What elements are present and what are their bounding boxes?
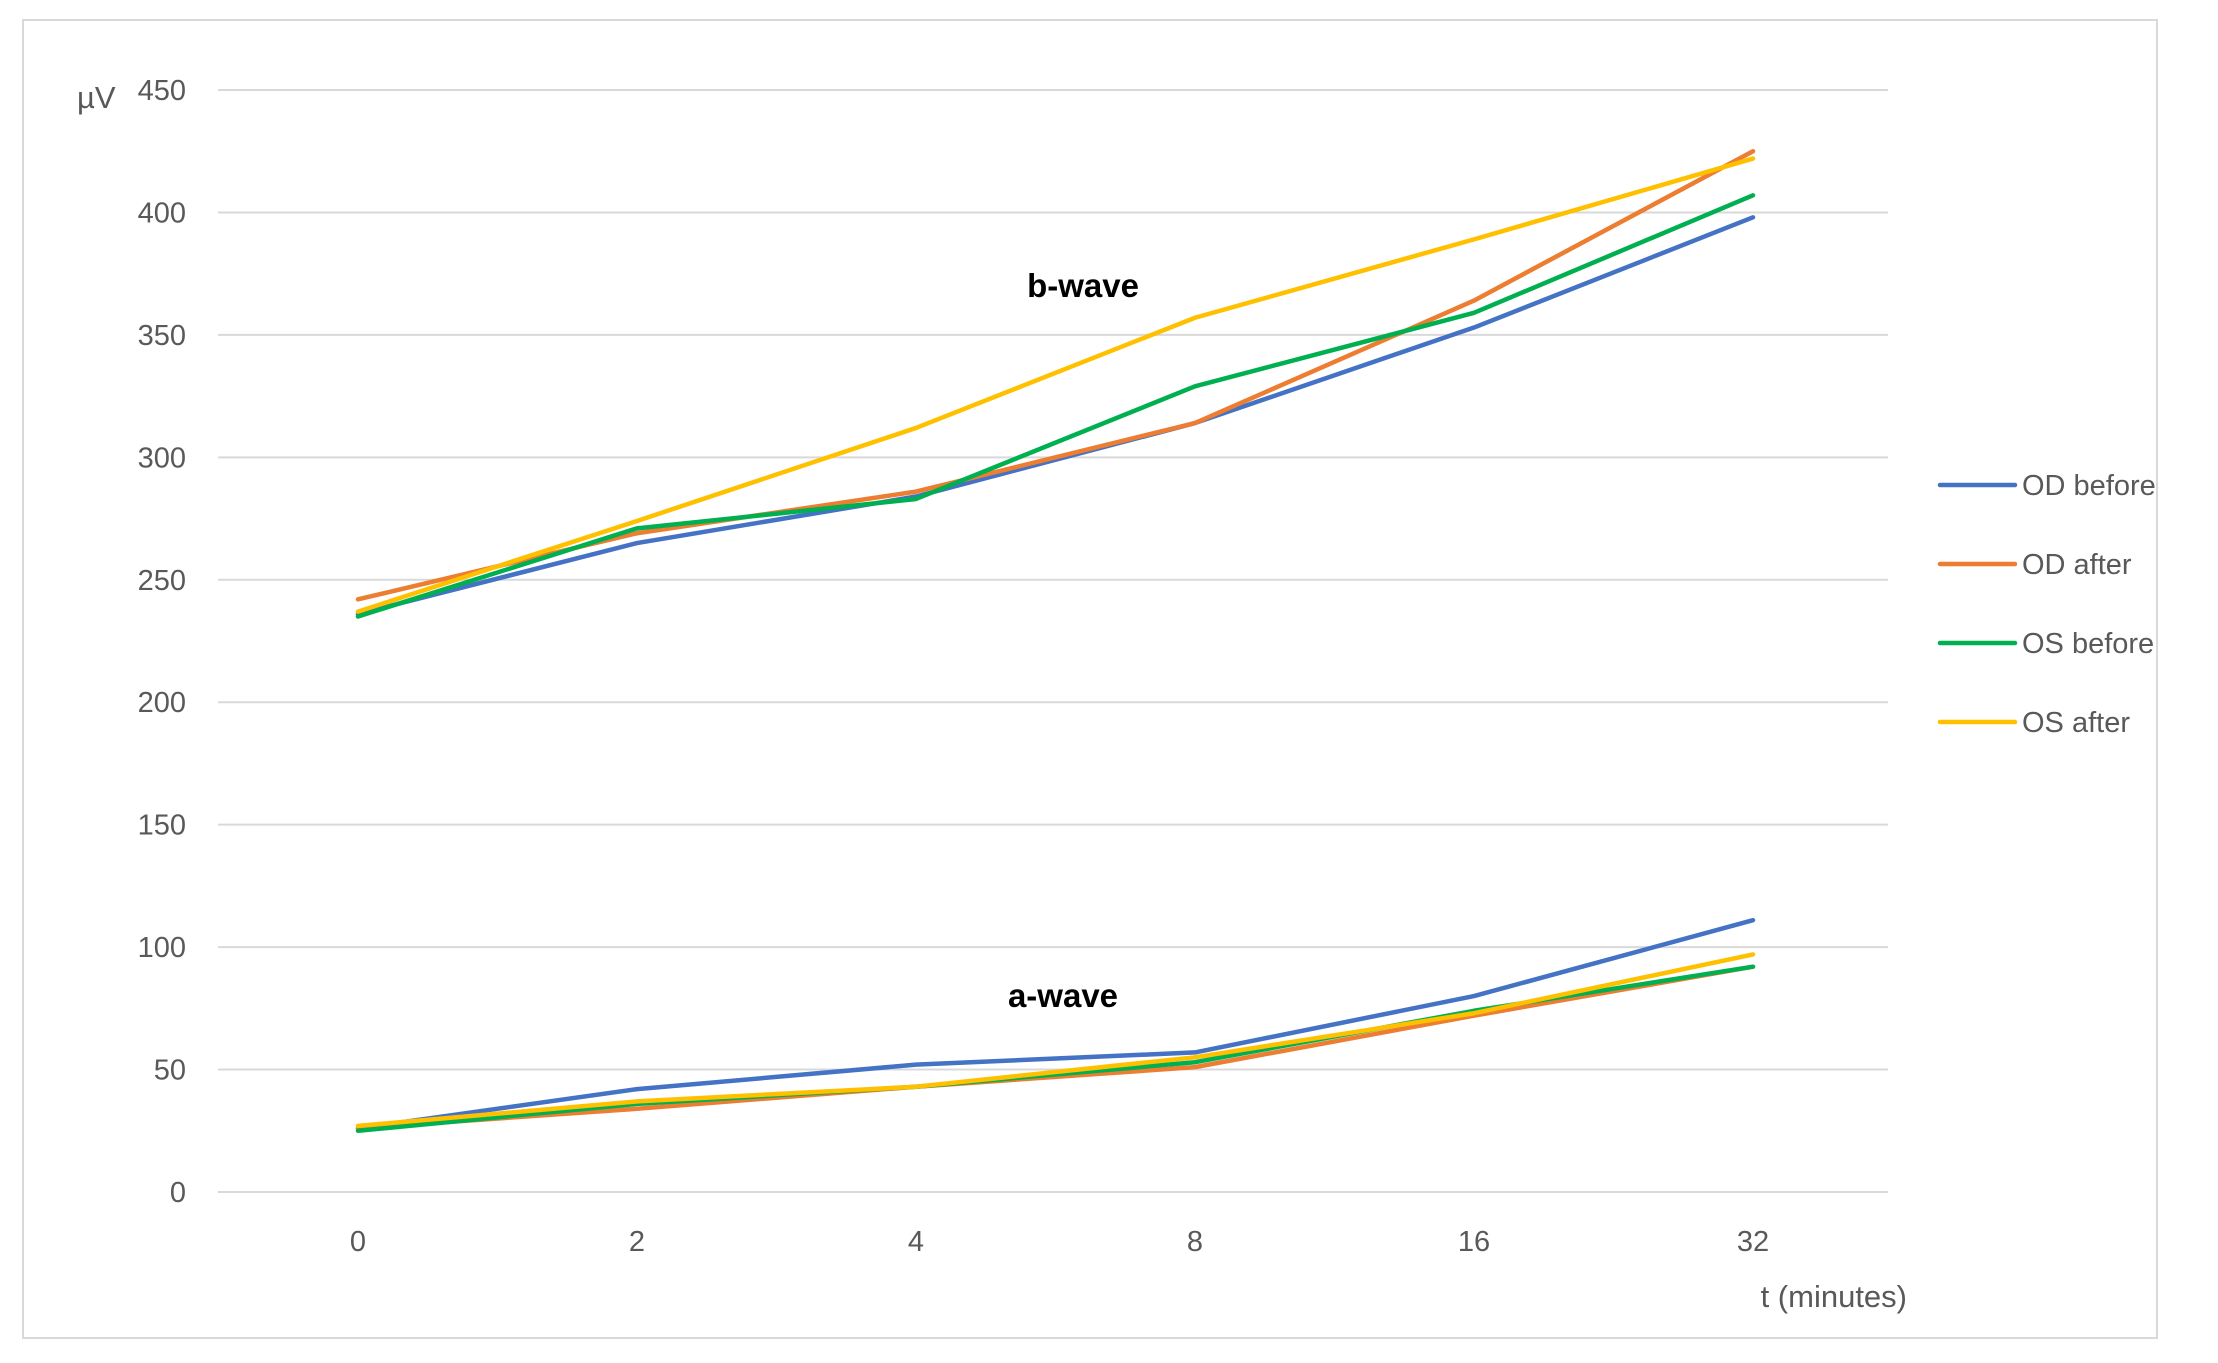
x-axis-ticks: 0 2 4 8 16 32 [350, 1226, 1769, 1258]
x-axis-label: t (minutes) [1761, 1279, 1907, 1314]
x-tick-label: 8 [1187, 1226, 1203, 1258]
y-tick-label: 250 [138, 565, 186, 597]
y-axis-ticks: 0 50 100 150 200 250 300 350 400 450 [138, 75, 186, 1209]
x-tick-label: 0 [350, 1226, 366, 1258]
x-tick-label: 2 [629, 1226, 645, 1258]
series-line-os-before-b-wave [355, 193, 1756, 619]
y-axis-label: µV [77, 80, 116, 115]
x-tick-label: 16 [1458, 1226, 1490, 1258]
y-tick-label: 150 [138, 810, 186, 842]
series-line-os-after-b-wave [355, 156, 1756, 614]
y-tick-label: 50 [154, 1055, 186, 1087]
x-tick-label: 4 [908, 1226, 924, 1258]
x-tick-label: 32 [1737, 1226, 1769, 1258]
y-tick-label: 400 [138, 197, 186, 229]
series-line-od-after-a-wave [355, 964, 1756, 1131]
series-line-od-before-b-wave [355, 215, 1756, 617]
y-tick-label: 0 [170, 1177, 186, 1209]
chart-frame [22, 19, 2158, 1339]
y-tick-label: 200 [138, 687, 186, 719]
y-tick-label: 300 [138, 442, 186, 474]
legend-label: OD before [2022, 470, 2156, 502]
y-tick-label: 450 [138, 75, 186, 107]
series-line-os-after-a-wave [355, 952, 1756, 1129]
series-lines [355, 148, 1756, 1134]
legend: OD before OD after OS before OS after [1937, 470, 2156, 739]
legend-label: OS after [2022, 707, 2130, 739]
annotation-a-wave: a-wave [1008, 977, 1118, 1014]
legend-label: OD after [2022, 549, 2132, 581]
legend-label: OS before [2022, 628, 2154, 660]
y-tick-label: 100 [138, 932, 186, 964]
y-tick-label: 350 [138, 320, 186, 352]
annotation-b-wave: b-wave [1027, 267, 1139, 304]
series-line-od-before-a-wave [355, 917, 1756, 1131]
gridlines [218, 89, 1888, 1193]
